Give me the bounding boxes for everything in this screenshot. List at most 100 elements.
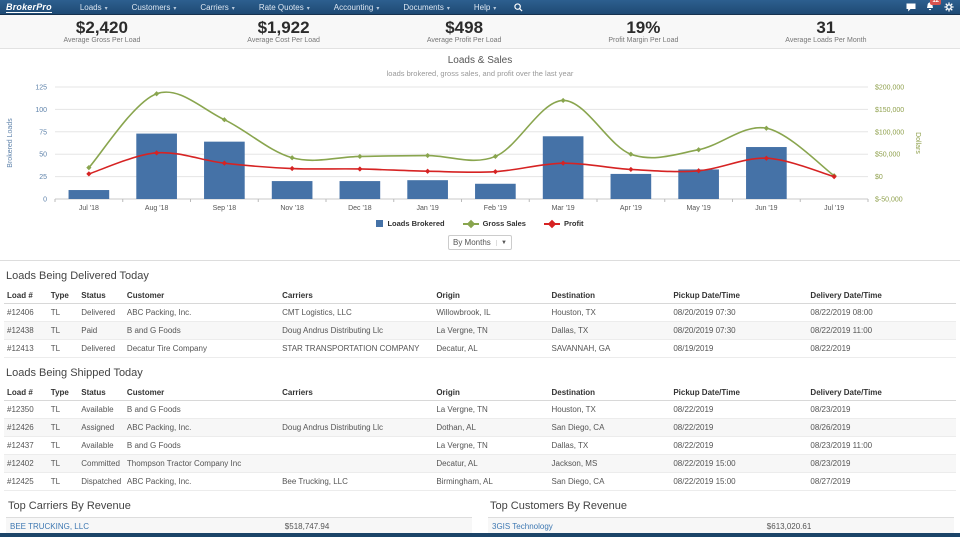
destination-link[interactable]: SAVANNAH, GA (548, 339, 671, 358)
col-origin: Origin (433, 385, 549, 401)
legend-item-loads-brokered[interactable]: Loads Brokered (376, 219, 445, 228)
load-number-link[interactable]: #12437 (4, 436, 48, 455)
destination-link[interactable]: Houston, TX (548, 303, 671, 322)
messages-icon[interactable] (906, 3, 916, 12)
table-row: #12413 TL Delivered Decatur Tire Company… (4, 339, 956, 358)
pickup-cell: 08/22/2019 15:00 (670, 472, 808, 491)
carrier-link[interactable]: STAR TRANSPORTATION COMPANY (279, 339, 434, 358)
origin-link[interactable]: Birmingham, AL (433, 472, 549, 491)
legend-item-gross-sales[interactable]: Gross Sales (462, 219, 526, 228)
nav-menu-item[interactable]: Carriers ▾ (200, 2, 235, 12)
origin-link[interactable]: Decatur, AL (433, 339, 549, 358)
svg-text:$100,000: $100,000 (875, 129, 904, 136)
search-icon[interactable] (514, 2, 523, 12)
nav-menu-item[interactable]: Customers ▾ (131, 2, 177, 12)
nav-menu-item[interactable]: Loads ▾ (79, 2, 108, 12)
loads-sales-chart: 0 25 50 75 100 125 $-50,000 $0 $50,000 $100,000 $1… (7, 85, 921, 213)
loads-sales-chart-panel: Loads & Sales loads brokered, gross sale… (0, 49, 960, 261)
customer-link[interactable]: Decatur Tire Company (123, 339, 280, 358)
svg-text:$-50,000: $-50,000 (875, 197, 903, 204)
carrier-link[interactable]: BEE TRUCKING, LLC (10, 522, 89, 531)
carrier-link[interactable] (279, 454, 434, 473)
destination-link[interactable]: Dallas, TX (548, 321, 671, 340)
customer-link[interactable]: 3GIS Technology (492, 522, 553, 531)
svg-text:Dollars: Dollars (914, 132, 921, 154)
load-number-link[interactable]: #12425 (4, 472, 48, 491)
delivery-cell: 08/22/2019 (807, 339, 956, 358)
origin-link[interactable]: La Vergne, TN (433, 436, 549, 455)
delivered-loads-section: Loads Being Delivered Today Load # Type … (0, 261, 960, 358)
notifications-bell-icon[interactable]: 12 (925, 0, 941, 12)
svg-text:Aug '18: Aug '18 (145, 205, 169, 212)
load-number-link[interactable]: #12402 (4, 454, 48, 473)
load-number-link[interactable]: #12406 (4, 303, 48, 322)
customer-link[interactable]: Thompson Tractor Company Inc (123, 454, 280, 473)
origin-link[interactable]: Dothan, AL (433, 418, 549, 437)
carrier-link[interactable] (279, 400, 434, 419)
chevron-down-icon: ▾ (446, 5, 450, 12)
svg-text:Jul '18: Jul '18 (79, 205, 99, 212)
nav-menu-item[interactable]: Help ▾ (473, 2, 497, 12)
nav-menu-item[interactable]: Accounting ▾ (333, 2, 380, 12)
load-number-link[interactable]: #12413 (4, 339, 48, 358)
nav-menu-item[interactable]: Documents ▾ (403, 2, 450, 12)
carrier-link[interactable]: Doug Andrus Distributing Llc (279, 321, 434, 340)
destination-link[interactable]: San Diego, CA (548, 418, 671, 437)
kpi-label: Average Loads Per Month (785, 37, 867, 44)
section-title: Top Carriers By Revenue (6, 491, 472, 518)
col-pickup: Pickup Date/Time (670, 288, 808, 304)
status-cell: Available (78, 436, 124, 455)
svg-text:75: 75 (39, 129, 47, 136)
delivery-cell: 08/22/2019 08:00 (807, 303, 956, 322)
type-cell: TL (47, 303, 79, 322)
origin-link[interactable]: La Vergne, TN (433, 400, 549, 419)
destination-link[interactable]: San Diego, CA (548, 472, 671, 491)
customer-link[interactable]: B and G Foods (123, 436, 280, 455)
customer-link[interactable]: B and G Foods (123, 321, 280, 340)
destination-link[interactable]: Jackson, MS (548, 454, 671, 473)
customer-link[interactable]: ABC Packing, Inc. (123, 418, 280, 437)
shipped-loads-table: Load # Type Status Customer Carriers Ori… (4, 385, 956, 491)
kpi-value: $2,420 (75, 18, 128, 37)
pickup-cell: 08/22/2019 (670, 400, 808, 419)
customer-link[interactable]: ABC Packing, Inc. (123, 303, 280, 322)
col-customer: Customer (123, 288, 280, 304)
carrier-link[interactable]: Bee Trucking, LLC (279, 472, 434, 491)
gear-icon[interactable] (944, 2, 954, 12)
origin-link[interactable]: Decatur, AL (433, 454, 549, 473)
destination-link[interactable]: Dallas, TX (548, 436, 671, 455)
table-header-row: Load # Type Status Customer Carriers Ori… (4, 288, 956, 304)
load-number-link[interactable]: #12426 (4, 418, 48, 437)
carrier-link[interactable]: Doug Andrus Distributing Llc (279, 418, 434, 437)
carrier-link[interactable]: CMT Logistics, LLC (279, 303, 434, 322)
top-carriers-panel: Top Carriers By Revenue BEE TRUCKING, LL… (6, 491, 472, 536)
col-load-number: Load # (4, 288, 48, 304)
svg-text:$150,000: $150,000 (875, 107, 904, 114)
type-cell: TL (47, 454, 79, 473)
table-row: #12402 TL Committed Thompson Tractor Com… (4, 454, 956, 473)
svg-text:Brokered Loads: Brokered Loads (7, 118, 14, 168)
carrier-link[interactable] (279, 436, 434, 455)
period-dropdown[interactable]: By Months ▼ (448, 235, 512, 250)
kpi-stat: $2,420 Average Gross Per Load (63, 18, 140, 44)
destination-link[interactable]: Houston, TX (548, 400, 671, 419)
load-number-link[interactable]: #12438 (4, 321, 48, 340)
customer-link[interactable]: B and G Foods (123, 400, 280, 419)
nav-menu-item[interactable]: Rate Quotes ▾ (258, 2, 310, 12)
status-cell: Paid (78, 321, 124, 340)
load-number-link[interactable]: #12350 (4, 400, 48, 419)
chevron-down-icon: ▾ (306, 5, 310, 12)
line-series-marker-icon (462, 220, 479, 227)
kpi-value: 19% (626, 18, 661, 37)
type-cell: TL (47, 400, 79, 419)
chevron-down-icon: ▾ (173, 5, 177, 12)
revenue-panels-row: Top Carriers By Revenue BEE TRUCKING, LL… (0, 491, 960, 536)
brand-logo[interactable]: BrokerPro (6, 1, 52, 13)
origin-link[interactable]: Willowbrook, IL (433, 303, 549, 322)
table-row: #12438 TL Paid B and G Foods Doug Andrus… (4, 321, 956, 340)
origin-link[interactable]: La Vergne, TN (433, 321, 549, 340)
legend-item-profit[interactable]: Profit (543, 219, 584, 228)
type-cell: TL (47, 321, 79, 340)
svg-text:125: 125 (35, 85, 47, 92)
customer-link[interactable]: ABC Packing, Inc. (123, 472, 280, 491)
